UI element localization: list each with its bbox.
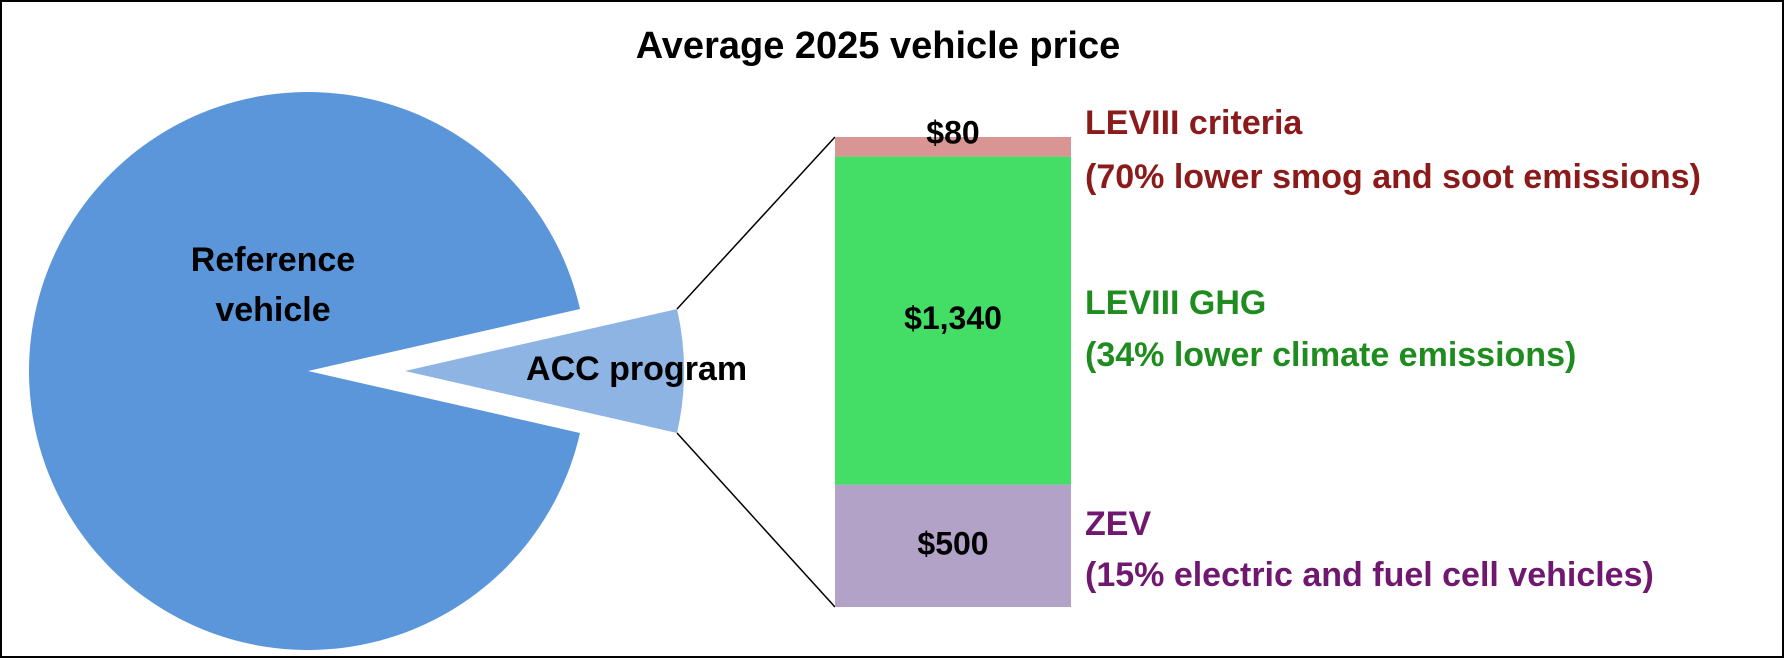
category-label: LEVIII GHG xyxy=(1085,284,1266,322)
value-label: $80 xyxy=(926,114,979,150)
category-description: (70% lower smog and soot emissions) xyxy=(1085,158,1701,196)
category-label: ZEV xyxy=(1085,505,1151,543)
pie-label: Reference vehicle xyxy=(190,241,356,329)
chart-title: Average 2025 vehicle price xyxy=(636,25,1120,67)
category-description: (34% lower climate emissions) xyxy=(1085,336,1576,374)
pie-slice xyxy=(28,91,581,651)
category-description: (15% electric and fuel cell vehicles) xyxy=(1085,556,1654,594)
pie-slice xyxy=(405,309,684,433)
bar-segment xyxy=(835,137,1071,157)
category-label: LEVIII criteria xyxy=(1085,104,1303,142)
value-label: $1,340 xyxy=(904,300,1002,336)
bar-segment xyxy=(835,484,1071,607)
value-label: $500 xyxy=(917,525,988,561)
pie-label: ACC program xyxy=(526,350,747,388)
connector xyxy=(676,136,836,310)
connector xyxy=(676,432,836,608)
bar-segment xyxy=(835,156,1071,485)
